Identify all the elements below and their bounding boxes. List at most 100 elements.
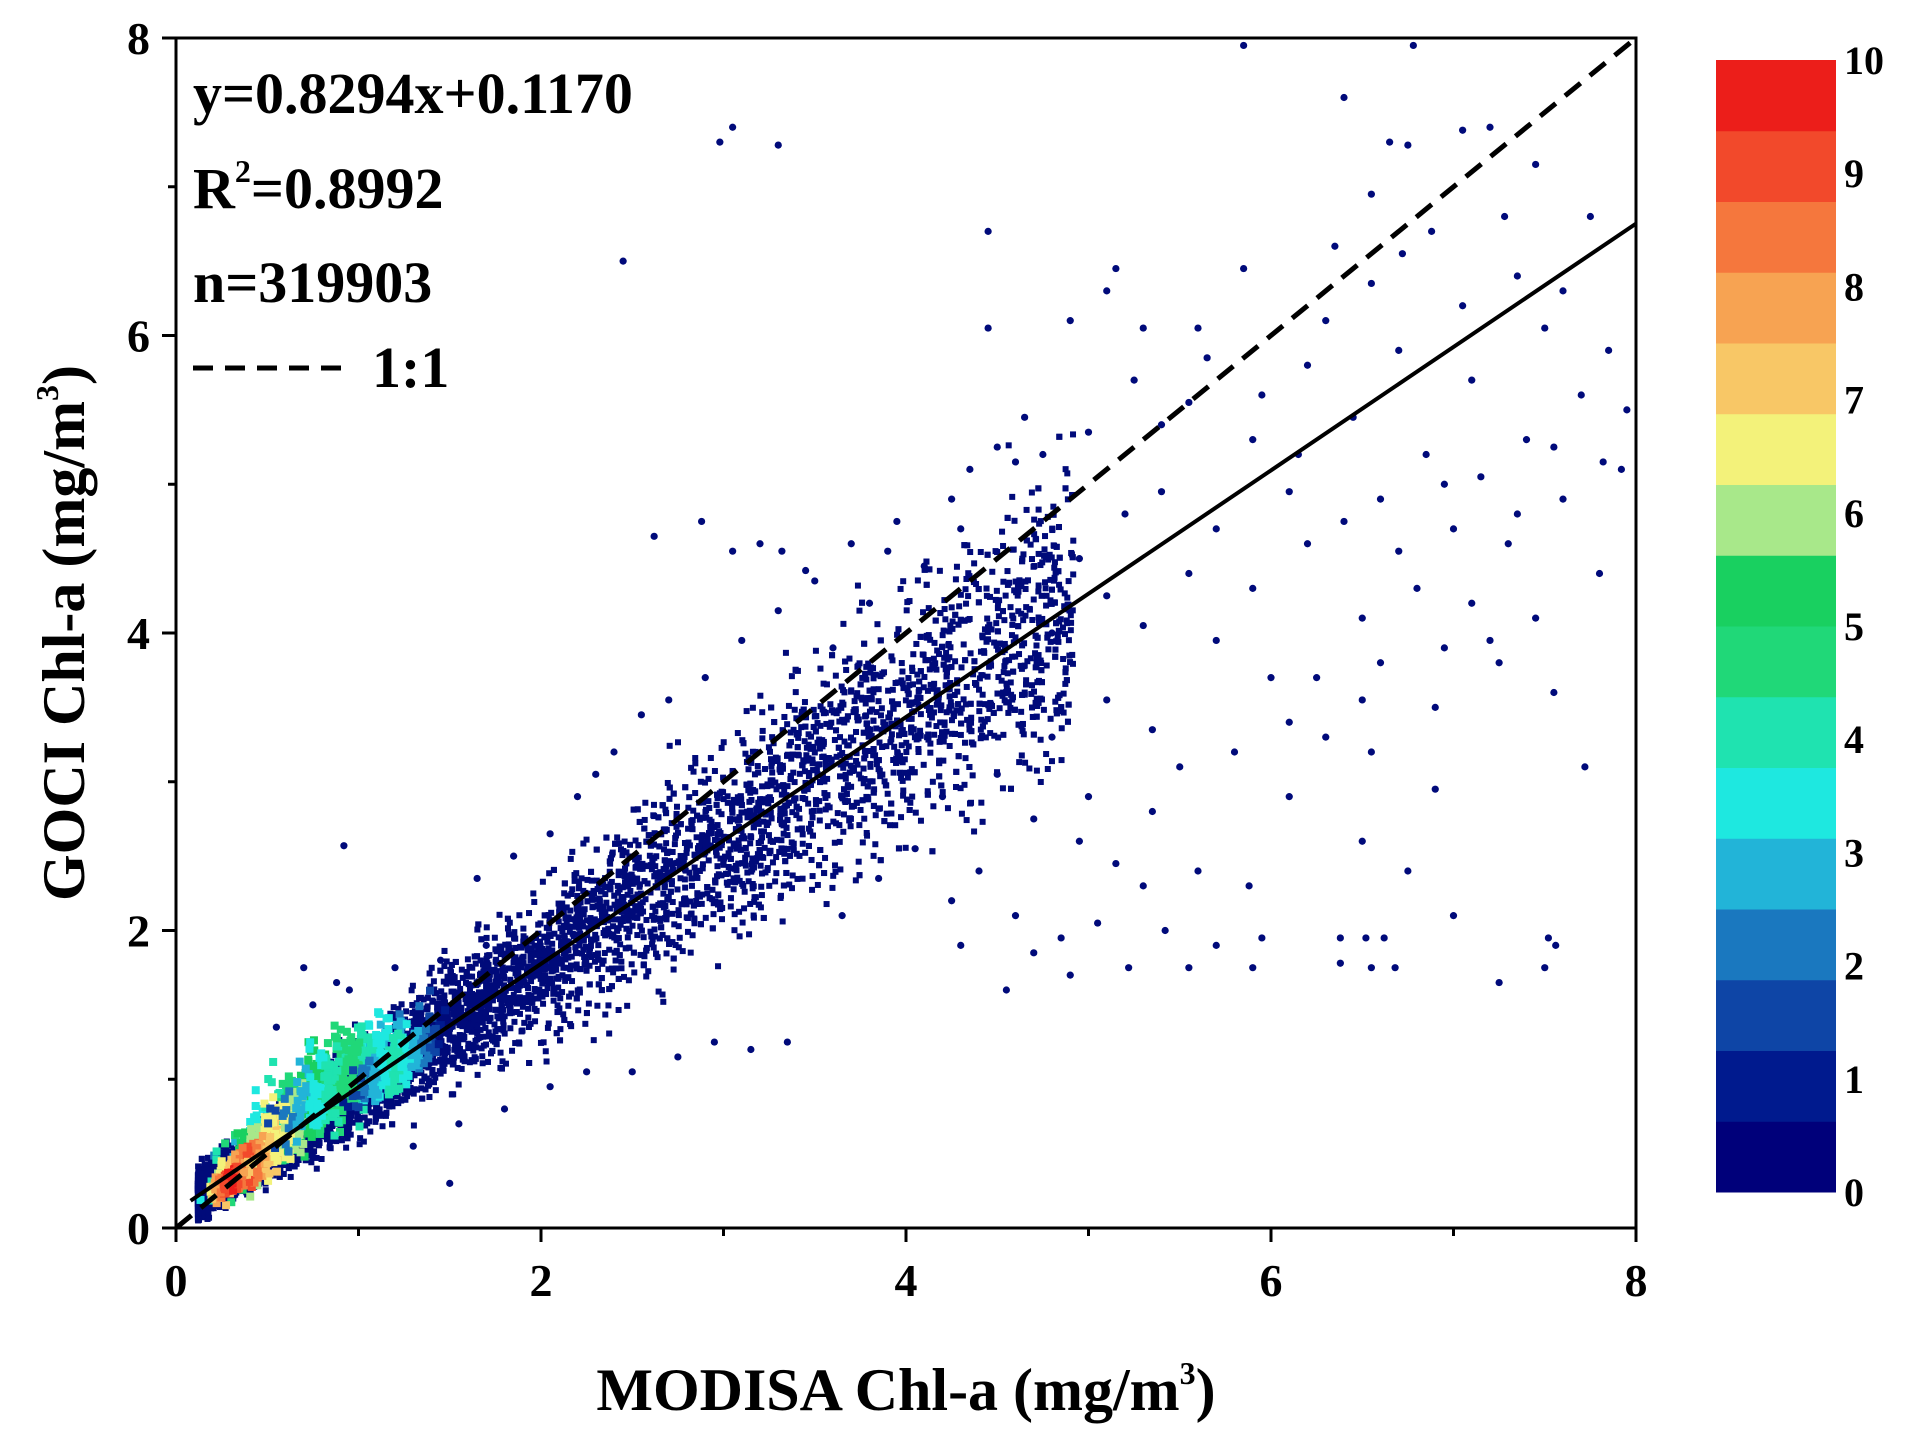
- density-point: [653, 853, 660, 860]
- density-point: [808, 808, 815, 815]
- density-point: [962, 755, 969, 762]
- density-point: [711, 768, 718, 775]
- density-point: [739, 919, 746, 926]
- density-point: [1043, 592, 1050, 599]
- density-point: [979, 634, 986, 641]
- density-point: [976, 675, 983, 682]
- density-point: [657, 900, 664, 907]
- density-point: [685, 839, 692, 846]
- density-point: [964, 716, 971, 723]
- density-point: [1009, 621, 1016, 628]
- density-point: [608, 878, 615, 885]
- density-point: [615, 1007, 622, 1014]
- density-point: [1039, 615, 1046, 622]
- density-point: [617, 941, 624, 948]
- density-point: [758, 828, 765, 835]
- density-point: [567, 966, 574, 973]
- density-point: [621, 838, 628, 845]
- density-point: [1064, 470, 1071, 477]
- density-point: [1033, 659, 1040, 666]
- density-point: [957, 785, 964, 792]
- density-point: [871, 786, 878, 793]
- density-point: [768, 815, 775, 822]
- density-point: [937, 719, 944, 726]
- density-point: [841, 738, 848, 745]
- density-point: [993, 620, 1000, 627]
- density-point: [1058, 725, 1065, 732]
- density-point: [697, 778, 704, 785]
- density-point: [566, 993, 573, 1000]
- density-point: [1034, 679, 1041, 686]
- density-point: [692, 755, 699, 762]
- density-point: [786, 742, 793, 749]
- density-point: [502, 941, 509, 948]
- density-point: [531, 942, 538, 949]
- density-point: [1047, 576, 1054, 583]
- density-point: [1007, 704, 1014, 711]
- density-point: [832, 868, 839, 875]
- density-point: [788, 673, 795, 680]
- density-point: [1070, 537, 1077, 544]
- density-point: [637, 902, 644, 909]
- density-point: [909, 668, 916, 675]
- density-point: [791, 779, 798, 786]
- density-point: [491, 934, 498, 941]
- density-point: [669, 910, 676, 917]
- density-point: [998, 677, 1005, 684]
- density-point: [426, 1094, 433, 1101]
- density-point: [798, 724, 805, 731]
- density-point: [894, 749, 901, 756]
- density-point: [549, 940, 556, 947]
- density-point: [501, 1013, 508, 1020]
- density-point: [938, 702, 945, 709]
- density-point: [485, 1029, 492, 1036]
- density-point: [620, 914, 627, 921]
- density-point: [941, 654, 948, 661]
- density-point: [958, 664, 965, 671]
- density-point: [976, 708, 983, 715]
- density-point: [499, 971, 506, 978]
- density-point: [805, 741, 812, 748]
- density-point: [1035, 652, 1042, 659]
- density-point: [840, 811, 847, 818]
- density-point: [994, 605, 1001, 612]
- density-point: [1017, 662, 1024, 669]
- density-point: [543, 1058, 550, 1065]
- density-point: [426, 970, 433, 977]
- density-point: [624, 934, 631, 941]
- density-point: [724, 793, 731, 800]
- density-point: [856, 771, 863, 778]
- density-point: [520, 960, 527, 967]
- density-point: [1028, 556, 1035, 563]
- density-point: [853, 750, 860, 757]
- density-point: [654, 954, 661, 961]
- density-point: [803, 744, 810, 751]
- density-point: [816, 736, 823, 743]
- density-point: [977, 726, 984, 733]
- density-point: [660, 904, 667, 911]
- density-point: [951, 692, 958, 699]
- density-point: [682, 867, 689, 874]
- density-point: [612, 957, 619, 964]
- density-point: [615, 889, 622, 896]
- density-point: [644, 880, 651, 887]
- density-point: [563, 904, 570, 911]
- density-point: [720, 774, 727, 781]
- density-point: [651, 926, 658, 933]
- density-point: [652, 863, 659, 870]
- density-point: [450, 1037, 457, 1044]
- density-point: [537, 975, 544, 982]
- density-point: [492, 946, 499, 953]
- density-point: [814, 881, 821, 888]
- density-point: [455, 1040, 462, 1047]
- density-point: [583, 917, 590, 924]
- density-point: [968, 719, 975, 726]
- density-point: [521, 1019, 528, 1026]
- density-point: [694, 812, 701, 819]
- density-point: [1003, 680, 1010, 687]
- density-point: [623, 849, 630, 856]
- density-point: [892, 679, 899, 686]
- density-point: [1026, 605, 1033, 612]
- density-point: [372, 1118, 379, 1125]
- density-point: [672, 834, 679, 841]
